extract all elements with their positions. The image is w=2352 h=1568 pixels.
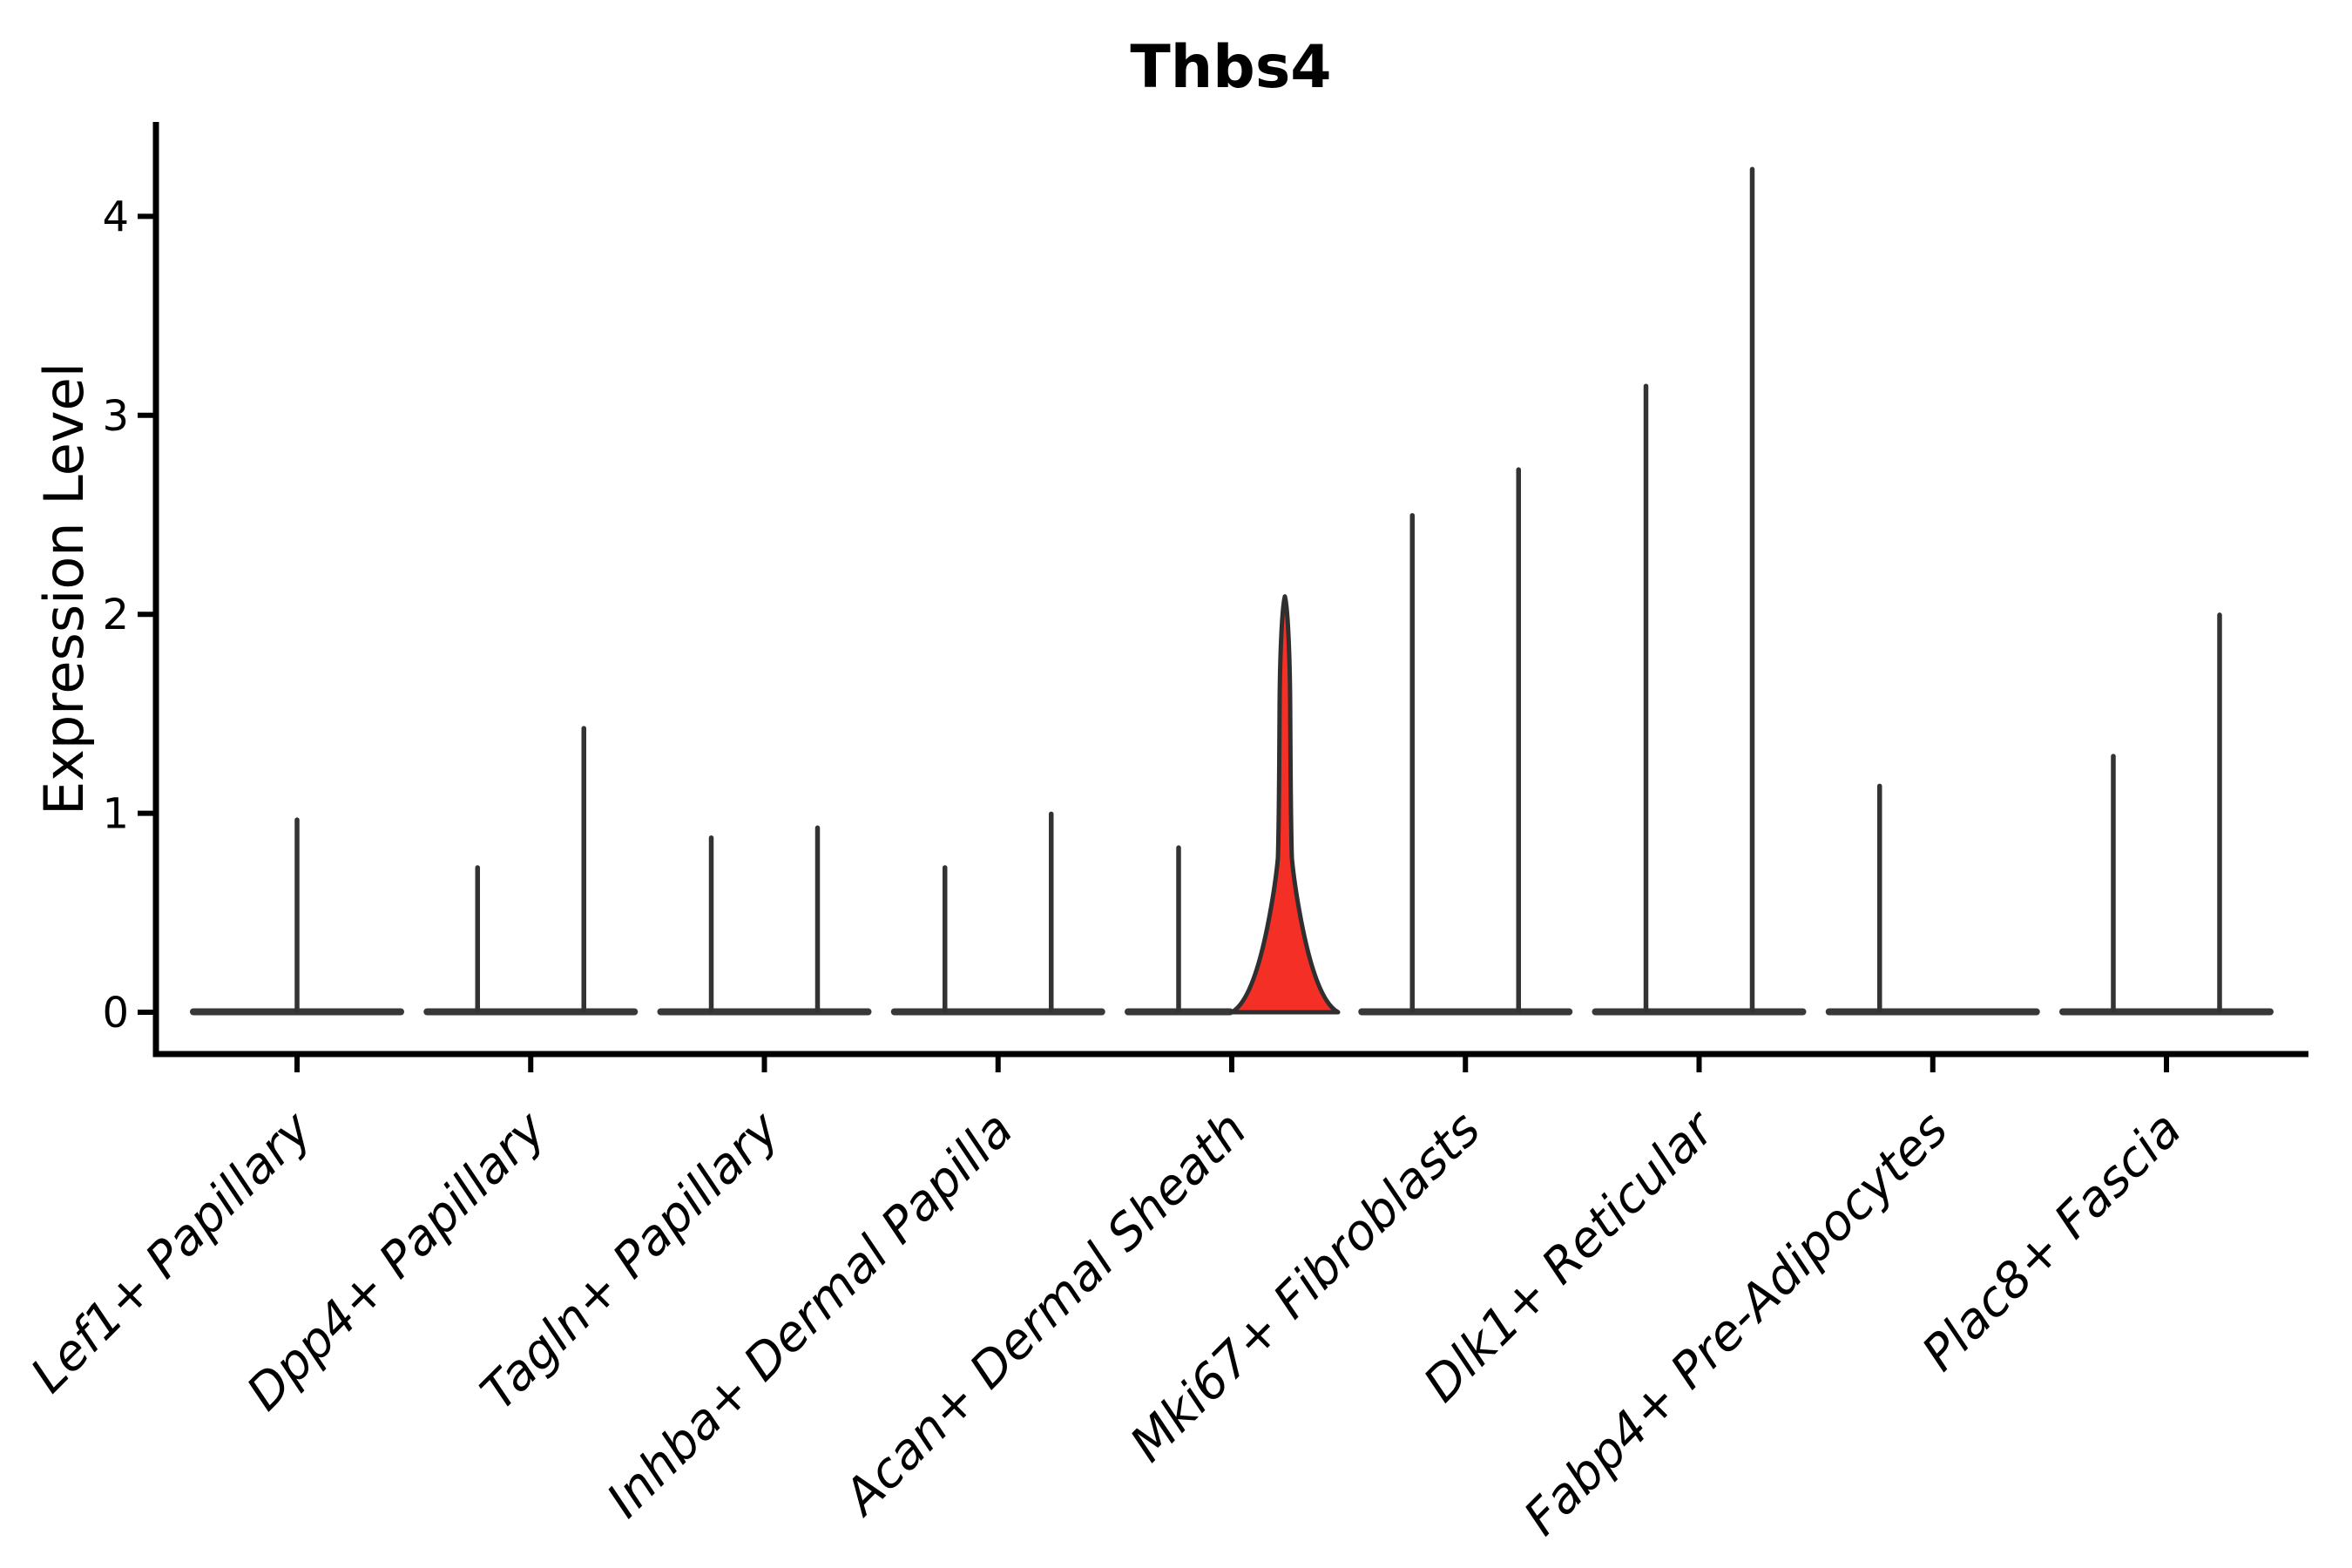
violin-baseline [423,1008,639,1016]
violin-baseline [1592,1008,1807,1016]
violin-baseline [2059,1008,2274,1016]
highlighted-violin [1229,594,1341,1015]
x-tick-label: Fabp4+ Pre-Adipocytes [1513,1101,1958,1546]
y-tick-label: 3 [102,392,129,441]
y-tick-label: 0 [102,989,129,1037]
violins-layer [190,166,2274,1016]
y-tick-label: 2 [102,591,129,639]
y-axis-label: Expression Level [32,362,96,815]
x-tick-label: Inhba+ Dermal Papilla [597,1101,1024,1529]
y-axis-ticks: 0 1 2 3 4 [102,193,153,1037]
violin-baseline [1825,1008,2040,1016]
violin-baseline [657,1008,872,1016]
violin-baseline [1358,1008,1573,1016]
chart-title: Thbs4 [1130,33,1331,102]
y-tick-label: 4 [102,193,129,241]
x-tick-label: Acan+ Dermal Sheath [832,1101,1258,1527]
y-tick-label: 1 [102,790,129,839]
violin-baseline [890,1008,1105,1016]
